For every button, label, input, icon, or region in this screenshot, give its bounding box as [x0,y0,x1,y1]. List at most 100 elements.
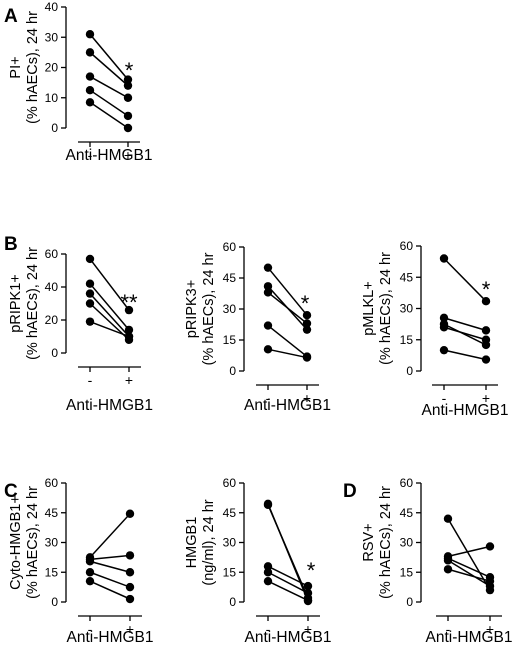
x-category-label: + [125,372,133,388]
y-tick-label: 30 [400,302,414,316]
chart-rsv: 0 15 30 45 60 - + RSV+ (% hAECs), 24 hr Anti-HMGB… [361,476,512,646]
data-point-treated [302,311,312,320]
chart-cyto_hmgb1: 0 15 30 45 60 - + Cyto-HMGB1+ (% hAECs), 24 hr An… [8,476,154,646]
x-axis-title: Anti-HMGB1 [426,629,512,646]
data-point-untreated [85,30,95,39]
x-category-label: - [266,621,271,637]
data-point-untreated [85,568,95,577]
y-axis-title-line-2: (% hAECs), 24 hr [25,247,41,360]
data-point-untreated [439,313,449,323]
paired-line [447,545,491,558]
x-category-label: - [88,621,93,637]
y-tick-label: 60 [45,476,59,490]
data-point-untreated [85,299,95,308]
x-axis-title: Anti-HMGB1 [66,397,153,414]
data-point-untreated [263,576,273,586]
data-point-untreated [85,72,95,81]
y-tick-label: 0 [406,595,413,609]
data-point-untreated [439,345,449,355]
y-tick-label: 10 [45,91,59,105]
paired-line [267,324,308,358]
data-point-treated [302,325,312,334]
data-point-treated [302,353,312,362]
x-axis-title: Anti-HMGB1 [245,629,332,646]
data-point-untreated [85,317,95,326]
panel-letter-a: A [4,6,18,27]
data-point-untreated [443,556,453,565]
paired-line [447,568,491,582]
paired-line [89,75,129,99]
data-point-treated [125,594,135,604]
x-category-label: - [446,621,451,637]
data-point-untreated [85,98,95,107]
y-axis-title-line-2: (% hAECs), 24 hr [201,252,217,365]
paired-line [89,258,130,311]
y-tick-label: 0 [51,346,58,360]
y-tick-label: 45 [223,506,237,520]
y-tick-label: 20 [45,313,59,327]
data-point-untreated [85,48,95,57]
data-point-treated [481,355,491,364]
data-point-treated [124,305,134,315]
data-point-treated [303,588,313,598]
x-category-label: + [482,390,490,406]
paired-line [443,349,487,361]
y-axis-title-line-2: (% hAECs), 24 hr [25,486,41,599]
data-point-treated [125,551,135,560]
data-point-untreated [263,321,273,330]
paired-line [89,580,131,600]
paired-line [89,560,131,573]
data-point-untreated [439,323,449,332]
y-tick-label: 45 [400,506,414,520]
data-point-treated [124,332,134,341]
data-point-untreated [263,562,273,571]
significance-marker: * [307,558,316,583]
x-axis-title: Anti-HMGB1 [67,629,154,646]
data-point-treated [485,576,495,586]
y-tick-label: 45 [400,270,414,284]
y-tick-label: 15 [400,333,414,347]
data-point-treated [123,123,133,133]
y-tick-label: 15 [223,333,237,347]
paired-line [89,89,129,117]
chart-pi: 0 10 20 30 40 - + PI+ (% hAECs), 24 hr Anti-HMGB1… [8,0,153,164]
y-tick-label: 0 [51,595,58,609]
x-category-label: - [88,147,93,163]
paired-line [89,283,130,331]
x-category-label: - [442,390,447,406]
chart-hmgb1_ngml: 0 15 30 45 60 - + HMGB1 (ng/ml), 24 hr Anti-HMGB1… [184,476,332,646]
paired-line [267,571,309,594]
data-point-untreated [443,514,453,523]
chart-pripk1: 0 20 40 60 - + pRIPK1+ (% hAECs), 24 hr Anti-HMG… [8,247,153,414]
y-tick-label: 45 [45,506,59,520]
paired-line [89,571,131,588]
data-point-treated [481,297,491,306]
data-point-untreated [263,263,273,272]
y-tick-label: 60 [223,476,237,490]
data-point-treated [123,111,133,121]
y-axis-title-line-2: (% hAECs), 24 hr [378,252,394,365]
paired-line [89,320,130,338]
significance-marker: * [482,277,491,302]
y-axis-title-line-1: pMLKL+ [361,281,377,335]
data-point-untreated [85,254,95,264]
data-point-untreated [439,254,449,263]
paired-line [447,557,491,578]
y-tick-label: 15 [45,565,59,579]
x-category-label: + [126,621,134,637]
chart-pmlkl: 0 15 30 45 60 - + pMLKL+ (% hAECs), 24 hr Anti-HM… [361,239,509,419]
y-tick-label: 40 [45,0,59,14]
x-axis-title: Anti-HMGB1 [422,402,509,419]
y-axis-title-line-1: RSV+ [361,523,377,561]
x-axis-title: Anti-HMGB1 [244,397,331,414]
x-category-label: - [88,372,93,388]
data-point-untreated [263,288,273,297]
x-category-label: - [266,390,271,406]
y-tick-label: 30 [223,302,237,316]
significance-marker: * [301,291,310,316]
y-tick-label: 45 [223,271,237,285]
y-tick-label: 15 [400,565,414,579]
x-category-label: + [124,147,132,163]
